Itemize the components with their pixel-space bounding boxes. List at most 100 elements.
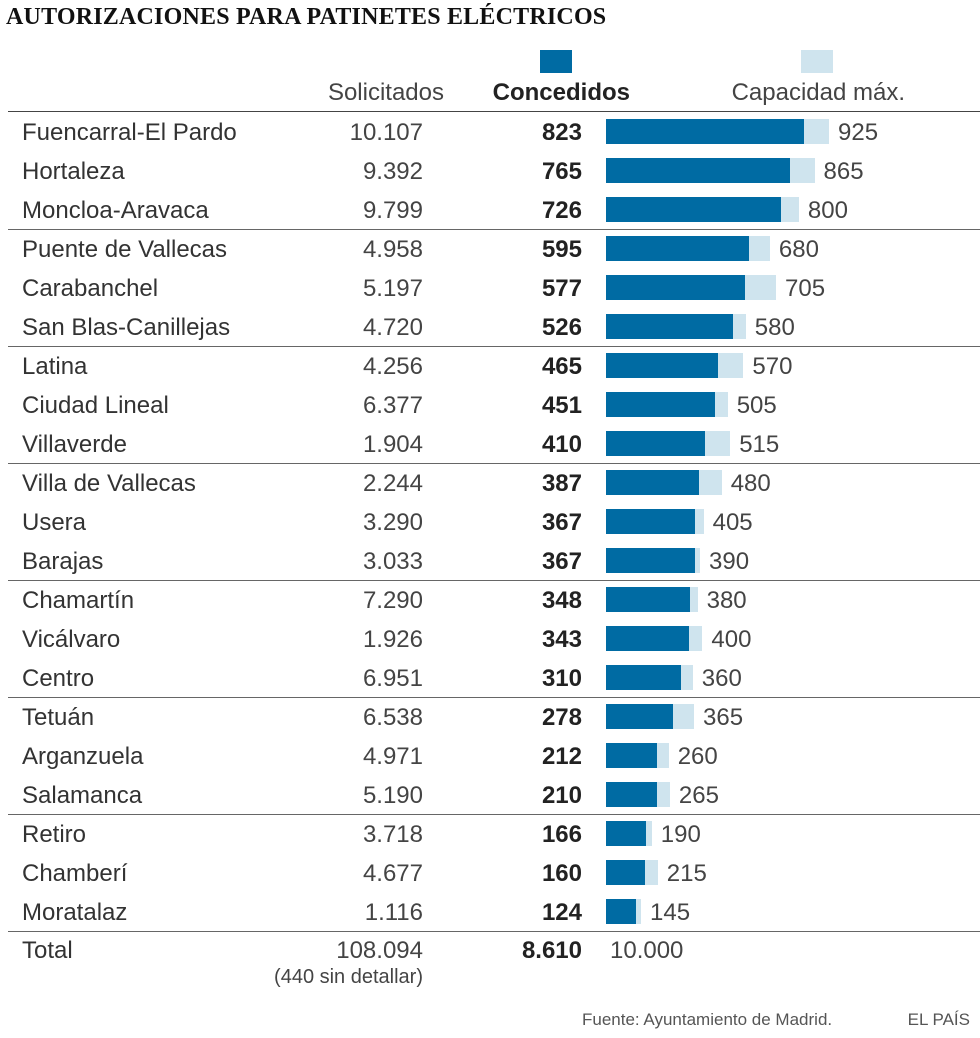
concedidos-value: 410 (541, 431, 582, 458)
concedidos-value: 166 (541, 821, 582, 848)
concedidos-bar (606, 236, 750, 261)
capacidad-value: 865 (823, 158, 864, 185)
solicitados-value: 1.904 (362, 431, 423, 458)
solicitados-value: 3.290 (362, 509, 423, 536)
capacidad-value: 360 (701, 665, 742, 692)
district-name: Tetuán (22, 704, 95, 731)
table-row: Villa de Vallecas 2.244 387 480 (0, 464, 980, 503)
concedidos-bar (606, 158, 791, 183)
concedidos-bar (606, 899, 636, 924)
total-row: Total 108.094 (440 sin detallar) 8.610 1… (0, 931, 980, 1001)
group-divider (8, 346, 980, 347)
concedidos-value: 367 (541, 509, 582, 536)
solicitados-value: 3.033 (362, 548, 423, 575)
total-solicitados: 108.094 (336, 937, 423, 964)
concedidos-value: 726 (541, 197, 582, 224)
table-row: Vicálvaro 1.926 343 400 (0, 620, 980, 659)
capacidad-value: 260 (677, 743, 718, 770)
table-row: Puente de Vallecas 4.958 595 680 (0, 230, 980, 269)
column-header-solicitados: Solicitados (327, 79, 444, 106)
solicitados-value: 5.197 (362, 275, 423, 302)
concedidos-bar (606, 743, 658, 768)
column-header-capacidad: Capacidad máx. (731, 79, 905, 106)
concedidos-bar (606, 548, 695, 573)
concedidos-value: 387 (541, 470, 582, 497)
capacidad-value: 215 (666, 860, 707, 887)
district-name: Villa de Vallecas (22, 470, 196, 497)
district-name: Latina (22, 353, 88, 380)
district-name: Hortaleza (22, 158, 125, 185)
concedidos-value: 595 (541, 236, 582, 263)
table-row: Salamanca 5.190 210 265 (0, 776, 980, 815)
solicitados-value: 4.720 (362, 314, 423, 341)
concedidos-value: 343 (541, 626, 582, 653)
table-row: Hortaleza 9.392 765 865 (0, 152, 980, 191)
group-divider (8, 697, 980, 698)
table-row: San Blas-Canillejas 4.720 526 580 (0, 308, 980, 347)
capacidad-value: 705 (785, 275, 826, 302)
total-capacidad: 10.000 (610, 937, 684, 964)
concedidos-value: 367 (541, 548, 582, 575)
solicitados-value: 3.718 (362, 821, 423, 848)
table-row: Usera 3.290 367 405 (0, 503, 980, 542)
table-row: Moratalaz 1.116 124 145 (0, 893, 980, 932)
solicitados-value: 9.799 (362, 197, 423, 224)
solicitados-value: 2.244 (362, 470, 423, 497)
concedidos-value: 278 (541, 704, 582, 731)
concedidos-bar (606, 470, 700, 495)
header-rule (8, 111, 980, 112)
district-name: Moncloa-Aravaca (22, 197, 209, 224)
table-row: Moncloa-Aravaca 9.799 726 800 (0, 191, 980, 230)
table-row: Latina 4.256 465 570 (0, 347, 980, 386)
total-note: (440 sin detallar) (274, 966, 423, 988)
table-row: Tetuán 6.538 278 365 (0, 698, 980, 737)
group-divider (8, 229, 980, 230)
district-name: Barajas (22, 548, 104, 575)
table-row: Retiro 3.718 166 190 (0, 815, 980, 854)
concedidos-value: 765 (541, 158, 582, 185)
capacidad-value: 390 (709, 548, 750, 575)
concedidos-bar (606, 431, 705, 456)
concedidos-bar (606, 509, 695, 534)
concedidos-bar (606, 314, 733, 339)
solicitados-value: 4.677 (362, 860, 423, 887)
table-row: Fuencarral-El Pardo 10.107 823 925 (0, 113, 980, 152)
district-name: San Blas-Canillejas (22, 314, 231, 341)
solicitados-value: 7.290 (362, 587, 423, 614)
chart-title: AUTORIZACIONES PARA PATINETES ELÉCTRICOS (6, 4, 607, 30)
district-name: Centro (22, 665, 95, 692)
capacidad-value: 580 (754, 314, 795, 341)
total-concedidos: 8.610 (521, 937, 582, 964)
capacidad-value: 515 (739, 431, 780, 458)
solicitados-value: 5.190 (362, 782, 423, 809)
district-name: Retiro (22, 821, 87, 848)
legend-swatch-capacidad (801, 50, 833, 73)
capacidad-value: 365 (703, 704, 744, 731)
table-row: Centro 6.951 310 360 (0, 659, 980, 698)
district-name: Chamartín (22, 587, 135, 614)
legend-swatch-concedidos (540, 50, 572, 73)
concedidos-bar (606, 665, 681, 690)
district-name: Vicálvaro (22, 626, 121, 653)
table-row: Chamartín 7.290 348 380 (0, 581, 980, 620)
source-note: Fuente: Ayuntamiento de Madrid. (582, 1010, 833, 1029)
concedidos-value: 526 (541, 314, 582, 341)
capacidad-value: 190 (660, 821, 701, 848)
capacidad-value: 570 (752, 353, 793, 380)
concedidos-value: 310 (541, 665, 582, 692)
district-name: Moratalaz (22, 899, 128, 926)
concedidos-bar (606, 119, 805, 144)
capacidad-value: 480 (730, 470, 771, 497)
solicitados-value: 9.392 (362, 158, 423, 185)
solicitados-value: 6.951 (362, 665, 423, 692)
solicitados-value: 4.958 (362, 236, 423, 263)
concedidos-value: 160 (541, 860, 582, 887)
concedidos-value: 124 (541, 899, 582, 926)
concedidos-value: 348 (541, 587, 582, 614)
capacidad-value: 265 (678, 782, 719, 809)
table-row: Arganzuela 4.971 212 260 (0, 737, 980, 776)
concedidos-bar (606, 392, 715, 417)
district-name: Arganzuela (22, 743, 144, 770)
table-row: Chamberí 4.677 160 215 (0, 854, 980, 893)
total-label: Total (22, 937, 73, 964)
